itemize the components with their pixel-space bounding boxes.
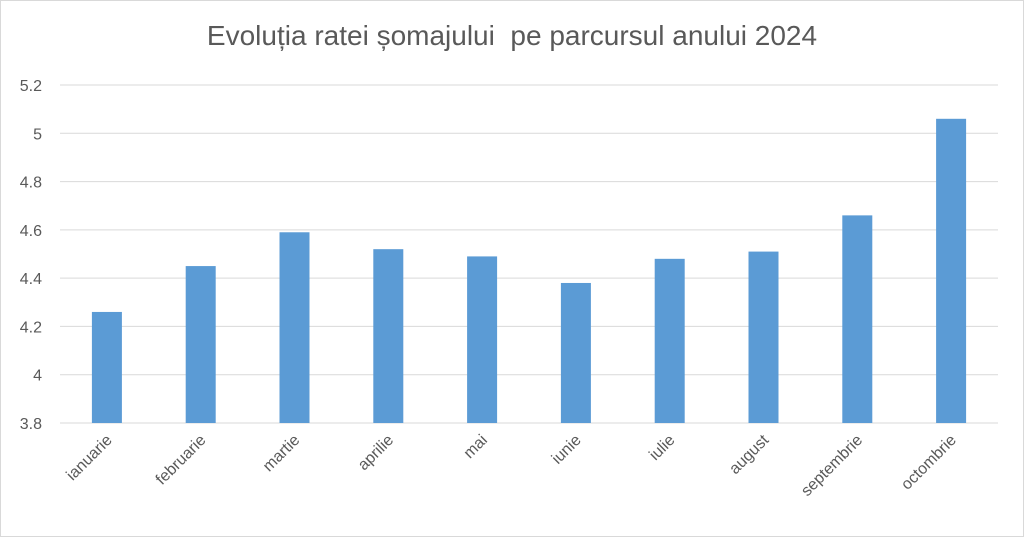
x-tick-label: octombrie [898,432,960,494]
bar-ianuarie [91,311,122,423]
x-tick-label: septembrie [798,432,866,500]
y-tick-label: 5.2 [20,78,42,95]
y-tick-label: 4.8 [20,175,42,192]
y-tick-label: 3.8 [20,416,42,433]
x-tick-label: august [726,431,772,477]
bars [91,118,967,424]
y-tick-label: 4 [33,368,42,385]
bar-iulie [654,258,685,423]
gridlines [60,84,998,424]
x-axis-ticks: ianuarie februarie martie aprilie mai iunie iu… [63,431,960,499]
bar-august [748,251,779,423]
y-tick-label: 4.4 [20,271,42,288]
x-tick-label: ianuarie [63,432,115,484]
x-tick-label: iulie [646,432,678,464]
y-tick-label: 4.6 [20,223,42,240]
bar-martie [279,232,310,423]
bar-iunie [560,282,591,423]
x-tick-label: mai [461,432,491,462]
bar-februarie [185,266,216,423]
y-tick-label: 4.2 [20,319,42,336]
chart-title: Evoluția ratei șomajului pe parcursul an… [206,20,818,51]
bar-octombrie [936,118,967,424]
y-axis-ticks: 3.8 4 4.2 4.4 4.6 4.8 5 5.2 [20,78,42,433]
x-tick-label: iunie [549,432,585,468]
x-tick-label: aprilie [355,432,397,474]
x-tick-label: februarie [153,432,210,489]
x-tick-label: martie [260,432,304,476]
bar-aprilie [373,249,404,423]
bar-mai [467,256,498,423]
bar-septembrie [842,215,873,423]
y-tick-label: 5 [33,126,42,143]
